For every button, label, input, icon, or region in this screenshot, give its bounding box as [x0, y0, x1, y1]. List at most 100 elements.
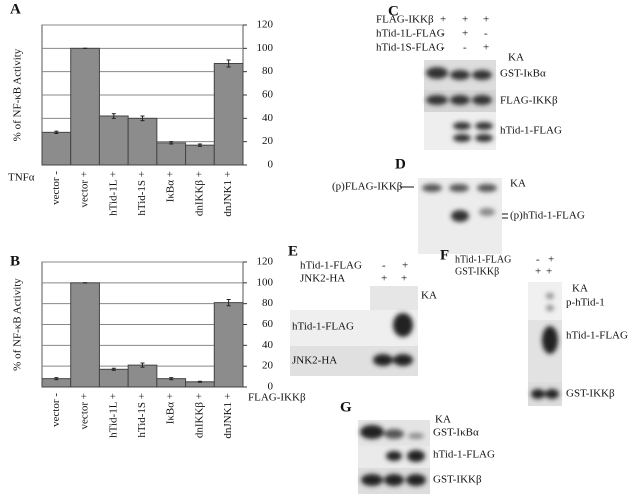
panel-label: C [388, 3, 399, 19]
sign: + [401, 273, 407, 285]
band-label: GST-IKKβ [566, 388, 615, 400]
x-tick-label: hTid-1S + [136, 393, 148, 438]
sign: + [402, 260, 408, 272]
sign: + [483, 14, 489, 26]
x-tick-label: hTid-1L + [107, 171, 119, 216]
panel-label: E [288, 243, 298, 259]
bar [98, 115, 129, 166]
y-tick-label: 60 [262, 318, 274, 330]
blot-c: C FLAG-IKKβ hTid-1L-FLAG hTid-1S-FLAG + … [376, 3, 562, 150]
condition: JNK2-HA [300, 273, 345, 285]
bands [360, 425, 426, 486]
sign: - [441, 28, 445, 40]
sign: - [382, 260, 386, 272]
band-label: KA [572, 283, 588, 295]
y-tick-label: 20 [262, 360, 274, 372]
y-tick-label: 40 [262, 339, 274, 351]
band-label: KA [508, 52, 524, 64]
y-tick-label: 80 [262, 297, 274, 309]
condition: hTid-1-FLAG [455, 254, 511, 265]
y-tick-label: 40 [262, 112, 274, 124]
bar-chart: A 0 20 40 60 80 100 120 % of NF-κB Activity TNFα v… [8, 1, 274, 216]
bar [213, 302, 244, 388]
x-tick-label: dnIKKβ + [193, 171, 205, 216]
y-tick-label: 120 [257, 256, 274, 268]
condition: hTid-1-FLAG [300, 260, 362, 272]
sign: + [535, 266, 541, 278]
y-axis-label: % of NF-κB Activity [12, 278, 24, 371]
blot-strip [370, 286, 418, 310]
x-tick-label: dnJNK1 + [222, 393, 234, 439]
bands [531, 293, 559, 399]
x-tick-label: vector - [50, 171, 62, 205]
sign: + [440, 14, 446, 26]
bar [127, 364, 158, 388]
bands [422, 184, 497, 222]
panel-label: A [10, 1, 21, 17]
y-tick-label: 120 [257, 19, 274, 31]
panel-label: B [10, 253, 20, 269]
sign: + [483, 42, 489, 54]
y-axis-label: % of NF-κB Activity [12, 48, 24, 141]
bar-chart: B 0 20 40 60 80 100 120 % of NF-κB Activity FLAG-… [10, 253, 306, 438]
blot-g: G KA GST-IκBα hTid-1-FLAG GST-IKKβ [340, 399, 495, 494]
bar [41, 131, 72, 166]
y-tick-label: 0 [268, 159, 274, 171]
sign: + [381, 273, 387, 285]
condition: GST-IKKβ [455, 266, 499, 277]
band-label: p-hTid-1 [566, 297, 605, 309]
bands [373, 313, 413, 366]
y-tick-label: 60 [262, 89, 274, 101]
sign: - [463, 42, 467, 54]
y-tick-label: 20 [262, 135, 274, 147]
band-label: JNK2-HA [292, 355, 337, 367]
blot-strip [528, 282, 562, 320]
sign: - [484, 28, 488, 40]
y-tick-label: 100 [257, 276, 274, 288]
bar [156, 142, 187, 166]
bar [213, 63, 244, 166]
x-tick-label: vector - [50, 393, 62, 427]
condition: FLAG-IKKβ [376, 14, 434, 26]
band-label: KA [510, 178, 526, 190]
sign: + [546, 266, 552, 278]
bar [185, 144, 215, 166]
band-label: hTid-1-FLAG [500, 125, 562, 137]
x-tick-label: vector + [79, 393, 91, 429]
band-label: (p)hTid-1-FLAG [510, 210, 585, 222]
sign: + [462, 28, 468, 40]
panel-label: G [340, 399, 352, 415]
condition: hTid-1S-FLAG [376, 42, 444, 54]
band-label: GST-IKKβ [433, 474, 482, 486]
band-label: (p)FLAG-IKKβ [332, 181, 403, 193]
treatment-label: TNFα [8, 172, 35, 184]
x-tick-label: IκBα + [165, 171, 177, 202]
bar [70, 47, 100, 166]
sign: + [548, 254, 554, 266]
blot-strip [424, 112, 496, 150]
y-tick-label: 100 [257, 42, 274, 54]
blot-f: F hTid-1-FLAG GST-IKKβ - + + + KA p-hTid… [440, 247, 628, 406]
sign: + [462, 14, 468, 26]
blot-d: D (p)FLAG-IKKβ KA (p)hTid-1-FLAG [332, 156, 585, 254]
panel-label: D [395, 156, 406, 172]
band-label: KA [421, 290, 437, 302]
treatment-label: FLAG-IKKβ [248, 392, 306, 404]
condition: hTid-1L-FLAG [376, 28, 445, 40]
bar [70, 282, 100, 388]
x-tick-label: hTid-1L + [107, 393, 119, 438]
panel-label: F [440, 247, 449, 263]
band-label: GST-IκBα [433, 427, 479, 439]
x-tick-label: IκBα + [165, 393, 177, 424]
bands [426, 67, 493, 142]
band-label: FLAG-IKKβ [500, 95, 558, 107]
band-label: hTid-1-FLAG [292, 321, 354, 333]
y-tick-label: 0 [268, 381, 274, 393]
x-tick-label: dnJNK1 + [222, 171, 234, 217]
y-tick-label: 80 [262, 65, 274, 77]
x-tick-label: hTid-1S + [136, 171, 148, 216]
x-tick-label: dnIKKβ + [193, 393, 205, 438]
sign: - [536, 254, 540, 266]
